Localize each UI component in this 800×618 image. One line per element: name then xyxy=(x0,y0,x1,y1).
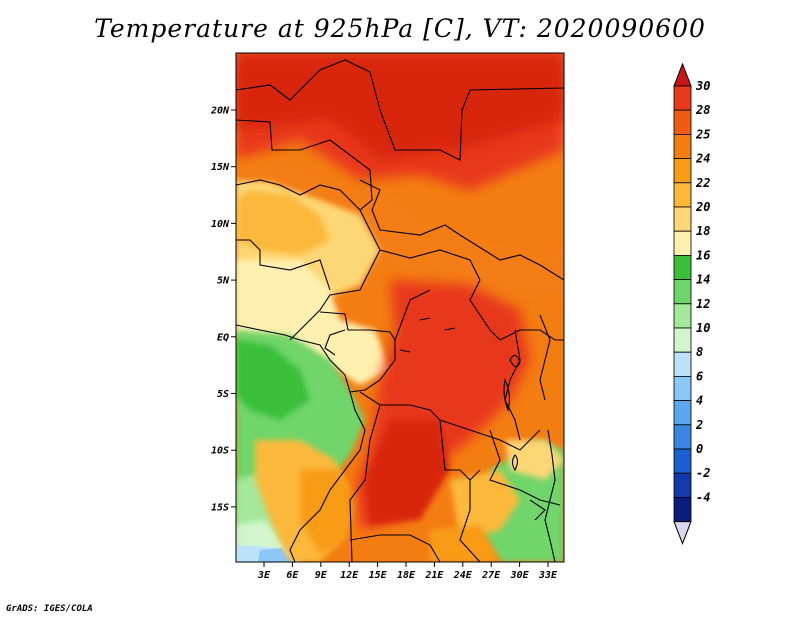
colorbar-label: 4 xyxy=(696,394,703,408)
lat-label: 15S xyxy=(211,502,229,513)
colorbar-swatch xyxy=(673,279,692,305)
lat-label: 20N xyxy=(210,106,230,117)
colorbar-swatch xyxy=(673,351,692,377)
colorbar-label: 20 xyxy=(695,200,710,214)
chart-title: Temperature at 925hPa [C], VT: 202009060… xyxy=(94,14,706,43)
colorbar-swatch xyxy=(673,400,692,426)
map-frame xyxy=(235,52,565,563)
colorbar-label: -2 xyxy=(696,466,710,480)
colorbar-swatch xyxy=(673,375,692,401)
colorbar-label: 16 xyxy=(696,248,710,262)
lat-label: 10S xyxy=(211,446,229,457)
colorbar-label: 14 xyxy=(696,273,710,287)
lon-label: 3E xyxy=(257,570,271,581)
lon-label: 15E xyxy=(369,570,388,581)
lon-label: 21E xyxy=(424,570,444,581)
colorbar-label: 30 xyxy=(695,79,710,93)
colorbar-swatch xyxy=(673,254,692,280)
colorbar-label: 12 xyxy=(696,297,710,311)
colorbar-swatch xyxy=(673,206,692,232)
temperature-field xyxy=(236,53,564,562)
colorbar-swatch xyxy=(673,182,692,208)
colorbar-label: 18 xyxy=(696,224,710,238)
colorbar-swatch xyxy=(673,327,692,353)
colorbar-swatch xyxy=(673,496,692,522)
colorbar-swatch xyxy=(673,133,692,159)
colorbar-label: 2 xyxy=(695,418,703,432)
colorbar-top-arrow xyxy=(673,62,692,87)
colorbar-label: 22 xyxy=(695,176,710,190)
colorbar-label: 0 xyxy=(696,442,703,456)
colorbar-bottom-arrow xyxy=(673,521,692,545)
colorbar-swatch xyxy=(673,85,692,111)
latitude-axis: 20N 15N 10N 5N EQ 5S 10S 15S xyxy=(210,106,236,513)
colorbar-swatch xyxy=(673,158,692,184)
colorbar-swatch xyxy=(673,303,692,329)
colorbar-label: 8 xyxy=(696,345,703,359)
colorbar-label: 28 xyxy=(695,103,710,117)
lon-label: 27E xyxy=(481,570,501,581)
colorbar-swatch xyxy=(673,230,692,256)
colorbar-label: -4 xyxy=(696,490,710,504)
lat-label: 10N xyxy=(211,219,230,230)
colorbar-label: 6 xyxy=(696,369,703,383)
colorbar-swatch xyxy=(673,109,692,135)
colorbar-label: 25 xyxy=(695,127,710,141)
lon-label: 12E xyxy=(340,570,359,581)
lon-label: 18E xyxy=(397,570,416,581)
colorbar-label: 24 xyxy=(695,152,710,166)
lon-label: 9E xyxy=(315,570,328,581)
grads-credit: GrADS: IGES/COLA xyxy=(6,604,93,614)
lon-label: 30E xyxy=(510,570,530,581)
lat-label: 5S xyxy=(217,389,229,400)
lat-label: 15N xyxy=(211,162,230,173)
lon-label: 6E xyxy=(286,570,299,581)
colorbar-swatch xyxy=(673,424,692,450)
colorbar-swatch xyxy=(673,448,692,474)
lon-label: 33E xyxy=(538,570,558,581)
lat-label: EQ xyxy=(217,332,229,343)
lat-label: 5N xyxy=(217,276,230,287)
lon-label: 24E xyxy=(453,570,473,581)
longitude-axis: 3E 6E 9E 12E 15E 18E 21E 24E 27E 30E 33E xyxy=(257,562,558,581)
colorbar-label: 10 xyxy=(696,321,710,335)
country-borders xyxy=(236,59,564,562)
colorbar-swatch xyxy=(673,472,692,498)
